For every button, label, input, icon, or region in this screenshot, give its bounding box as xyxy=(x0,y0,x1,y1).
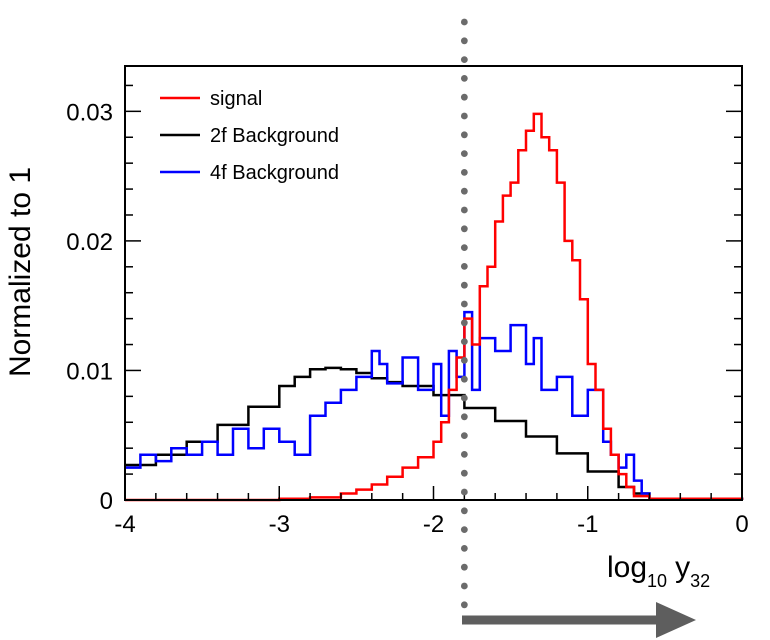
cut-line-dot xyxy=(460,526,468,533)
x-axis-title: log10 y32 xyxy=(607,551,710,591)
cut-line-dot xyxy=(460,413,468,421)
x-tick-label: -3 xyxy=(269,511,290,538)
x-axis-title-base-sub: 10 xyxy=(647,571,667,591)
legend: signal 2f Background 4f Background xyxy=(160,88,339,184)
y-tick-label: 0.01 xyxy=(66,358,113,385)
series-line-signal xyxy=(125,112,744,502)
cut-line-dot xyxy=(460,18,468,26)
x-axis-title-base: log xyxy=(607,551,647,584)
series-layer xyxy=(125,112,744,502)
cut-line-dot xyxy=(460,206,468,214)
cut-line-dot xyxy=(460,131,468,139)
cut-line-dot xyxy=(460,451,468,458)
cut-line-dot xyxy=(460,281,468,289)
cut-line-dot xyxy=(460,563,468,571)
cut-line-dot xyxy=(460,187,468,195)
cut-line-dot xyxy=(460,545,468,552)
cut-line-dot xyxy=(460,488,468,496)
cut-line-dot xyxy=(460,432,468,439)
x-axis-title-var: y xyxy=(675,551,690,584)
y-axis-title: Normalized to 1 xyxy=(4,167,37,377)
ticks-layer xyxy=(124,84,743,501)
cut-line-dot xyxy=(460,375,468,383)
x-tick-label: 0 xyxy=(735,511,748,538)
cut-line-layer xyxy=(460,18,468,609)
cut-line-dot xyxy=(460,357,468,364)
cut-line-dot xyxy=(460,300,468,308)
x-axis-title-var-sub: 32 xyxy=(690,571,710,591)
selection-arrow-head xyxy=(656,602,696,638)
cut-line-dot xyxy=(460,469,468,477)
cut-line-dot xyxy=(460,263,468,270)
cut-line-dot xyxy=(460,56,468,63)
legend-label-4f-background: 4f Background xyxy=(210,162,339,184)
y-tick-label: 0.03 xyxy=(66,99,113,126)
cut-line-dot xyxy=(460,75,468,82)
cut-line-dot xyxy=(460,150,468,158)
cut-line-dot xyxy=(460,37,468,45)
selection-arrow xyxy=(462,602,696,638)
cut-line-dot xyxy=(460,582,468,590)
cut-line-dot xyxy=(460,319,468,327)
cut-line-dot xyxy=(460,394,468,402)
y-tick-label: 0 xyxy=(100,488,113,515)
cut-line-dot xyxy=(460,244,468,252)
cut-line-dot xyxy=(460,93,468,101)
legend-label-2f-background: 2f Background xyxy=(210,125,339,147)
cut-line-dot xyxy=(460,601,468,609)
y-tick-label: 0.02 xyxy=(66,229,113,256)
cut-line-dot xyxy=(460,225,468,233)
cut-line-dot xyxy=(460,338,468,345)
cut-line-dot xyxy=(460,507,468,515)
tick-labels-layer: -4 -3 -2 -1 0 0 0.01 0.02 0.03 xyxy=(66,99,748,538)
cut-line-dot xyxy=(460,169,468,176)
legend-label-signal: signal xyxy=(210,88,262,110)
x-tick-label: -2 xyxy=(423,511,444,538)
cut-line-dot xyxy=(460,112,468,120)
x-tick-label: -1 xyxy=(577,511,598,538)
x-tick-label: -4 xyxy=(114,511,135,538)
